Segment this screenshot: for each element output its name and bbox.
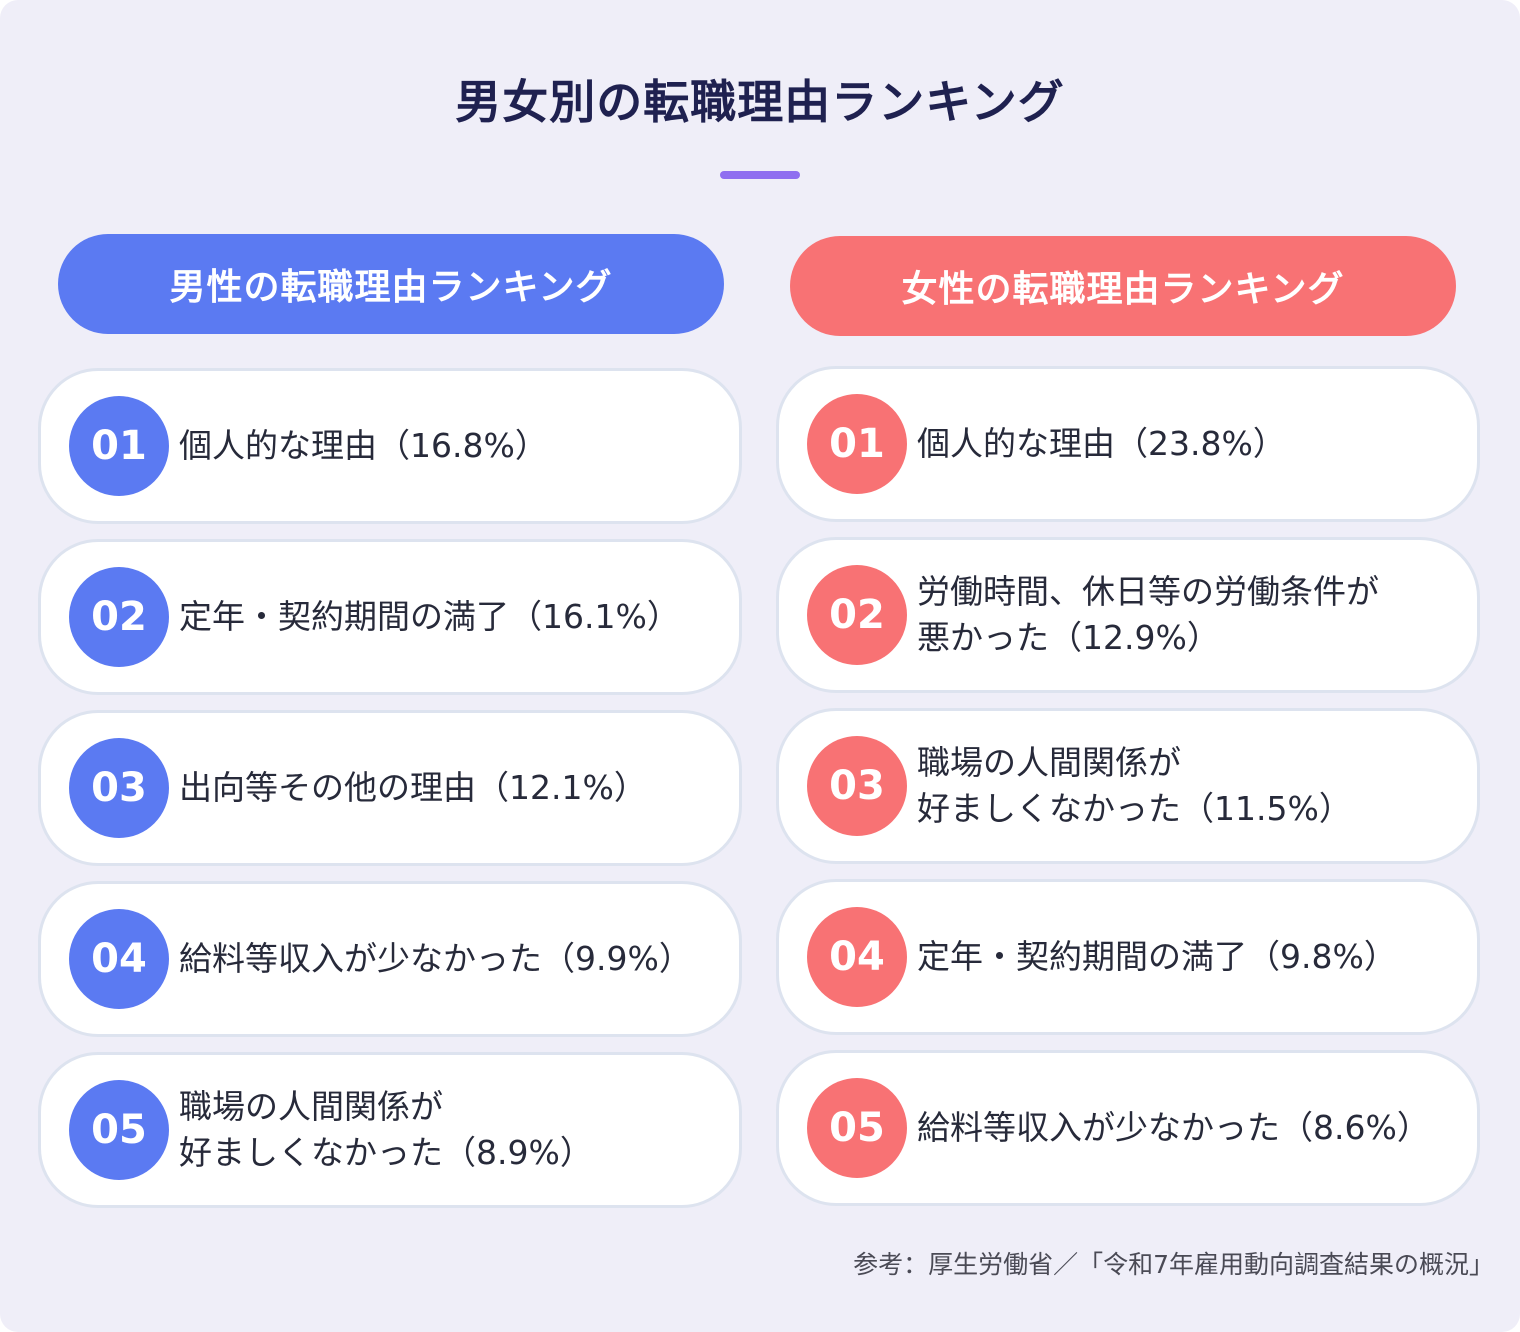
female-rank-card-4: 04 定年・契約期間の満了（9.8%） bbox=[776, 879, 1480, 1035]
male-rank-badge-2: 02 bbox=[69, 567, 169, 667]
source-citation: 参考：厚生労働省／「令和7年雇用動向調査結果の概況」 bbox=[853, 1250, 1494, 1279]
female-rank-card-1: 01 個人的な理由（23.8%） bbox=[776, 366, 1480, 522]
female-rank-badge-5: 05 bbox=[807, 1078, 907, 1178]
female-rank-badge-2: 02 bbox=[807, 565, 907, 665]
female-rank-text-4: 定年・契約期間の満了（9.8%） bbox=[917, 937, 1397, 976]
male-rank-badge-3: 03 bbox=[69, 738, 169, 838]
female-rank-card-5: 05 給料等収入が少なかった（8.6%） bbox=[776, 1050, 1480, 1206]
male-rank-text-3: 出向等その他の理由（12.1%） bbox=[179, 768, 647, 807]
page-title: 男女別の転職理由ランキング bbox=[455, 75, 1065, 129]
female-rank-badge-1: 01 bbox=[807, 394, 907, 494]
female-rank-text-2: 労働時間、休日等の労働条件が 悪かった（12.9%） bbox=[917, 572, 1379, 657]
male-rank-text-2: 定年・契約期間の満了（16.1%） bbox=[179, 597, 680, 636]
male-rank-card-3: 03 出向等その他の理由（12.1%） bbox=[38, 710, 742, 866]
male-rank-card-2: 02 定年・契約期間の満了（16.1%） bbox=[38, 539, 742, 695]
male-rank-text-1: 個人的な理由（16.8%） bbox=[179, 426, 548, 465]
female-rank-text-3: 職場の人間関係が 好ましくなかった（11.5%） bbox=[917, 743, 1352, 828]
title-underline bbox=[720, 171, 800, 179]
male-rank-card-1: 01 個人的な理由（16.8%） bbox=[38, 368, 742, 524]
male-rank-card-4: 04 給料等収入が少なかった（9.9%） bbox=[38, 881, 742, 1037]
female-ranking-header: 女性の転職理由ランキング bbox=[790, 236, 1456, 336]
female-rank-badge-4: 04 bbox=[807, 907, 907, 1007]
male-rank-badge-5: 05 bbox=[69, 1080, 169, 1180]
male-rank-text-5: 職場の人間関係が 好ましくなかった（8.9%） bbox=[179, 1087, 593, 1172]
female-rank-card-2: 02 労働時間、休日等の労働条件が 悪かった（12.9%） bbox=[776, 537, 1480, 693]
female-rank-card-3: 03 職場の人間関係が 好ましくなかった（11.5%） bbox=[776, 708, 1480, 864]
male-rank-card-5: 05 職場の人間関係が 好ましくなかった（8.9%） bbox=[38, 1052, 742, 1208]
female-rank-text-5: 給料等収入が少なかった（8.6%） bbox=[917, 1108, 1430, 1147]
female-rank-badge-3: 03 bbox=[807, 736, 907, 836]
male-ranking-header: 男性の転職理由ランキング bbox=[58, 234, 724, 334]
male-rank-text-4: 給料等収入が少なかった（9.9%） bbox=[179, 939, 692, 978]
male-rank-badge-1: 01 bbox=[69, 396, 169, 496]
male-rank-badge-4: 04 bbox=[69, 909, 169, 1009]
female-rank-text-1: 個人的な理由（23.8%） bbox=[917, 424, 1286, 463]
